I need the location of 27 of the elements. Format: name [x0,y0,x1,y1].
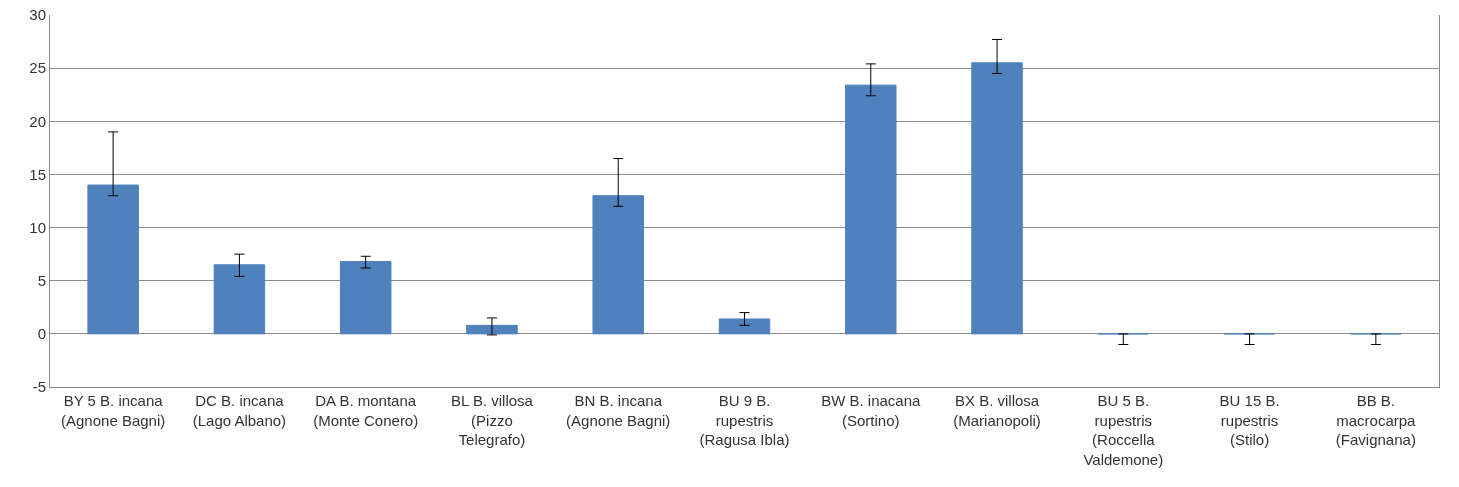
bar [213,264,266,335]
x-tick-label: BX B. villosa (Marianopoli) [953,392,1041,429]
bar [718,318,771,335]
y-tick-label: 5 [37,271,46,289]
y-tick-label: 10 [29,218,46,236]
x-tick-label: BU 5 B. rupestris (Roccella Valdemone) [1083,392,1164,468]
x-tick-label: BB B. macrocarpa (Favignana) [1335,392,1417,448]
y-tick-label: 0 [37,325,46,343]
x-tick-label: BN B. incana (Agnone Bagni) [566,392,671,429]
x-tick-label: BW B. inacana (Sortino) [821,392,922,429]
bar [87,184,139,335]
bar [971,62,1023,335]
bar [466,324,518,335]
bar [592,195,644,335]
bar [339,261,392,335]
x-tick-label: DC B. incana (Lago Albano) [192,392,287,429]
x-tick-label: BL B. villosa (Pizzo Telegrafo) [450,392,534,448]
x-tick-label: DA B. montana (Monte Conero) [313,392,419,429]
bar [845,84,897,335]
y-tick-label: -5 [32,378,46,396]
x-tick-label: BY 5 B. incana (Agnone Bagni) [61,392,166,429]
y-tick-label: 30 [29,6,46,24]
x-tick-label: BU 15 B. rupestris (Stilo) [1219,392,1280,448]
y-tick-label: 15 [29,165,46,183]
y-tick-label: 20 [29,112,46,130]
x-tick-label: BU 9 B. rupestris (Ragusa Ibla) [699,392,790,448]
y-tick-label: 25 [29,59,46,77]
